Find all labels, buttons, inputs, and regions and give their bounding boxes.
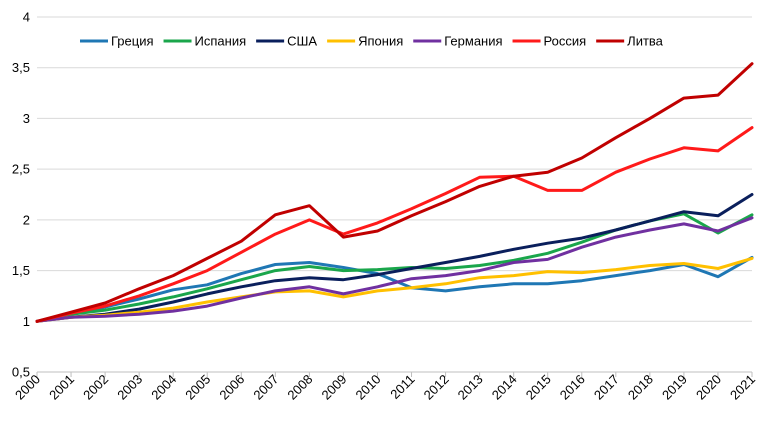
legend-label: Литва	[627, 34, 664, 49]
legend-item: Испания	[163, 34, 247, 49]
y-tick-label: 1	[23, 314, 30, 329]
x-tick-label: 2019	[659, 372, 690, 403]
x-tick-label: 2004	[148, 372, 179, 403]
series-line	[35, 256, 754, 323]
series-line	[35, 126, 754, 323]
x-tick-label: 2001	[46, 372, 77, 403]
series-lines	[35, 62, 754, 323]
y-tick-label: 4	[23, 10, 30, 25]
y-tick-label: 2	[23, 212, 30, 227]
x-tick-label: 2005	[182, 372, 213, 403]
legend-label: Греция	[111, 34, 154, 49]
x-tick-label: 2015	[523, 372, 554, 403]
legend: Греция Испания США Япония Германия Россия Литв…	[80, 34, 664, 49]
legend-item: Германия	[413, 34, 503, 49]
legend-item: Литва	[596, 34, 664, 49]
x-tick-label: 2007	[250, 372, 281, 403]
x-tick-label: 2011	[387, 372, 417, 402]
x-tick-label: 2016	[557, 372, 588, 403]
series-line	[35, 216, 754, 323]
legend-label: Испания	[195, 34, 247, 49]
legend-label: Россия	[544, 34, 587, 49]
x-tick-label: 2010	[353, 372, 384, 403]
legend-item: США	[256, 34, 317, 49]
y-tick-label: 3,5	[12, 60, 30, 75]
x-tick-label: 2014	[489, 372, 520, 403]
x-tick-label: 2003	[114, 372, 145, 403]
x-tick-label: 2020	[693, 372, 724, 403]
x-tick-label: 2017	[591, 372, 622, 403]
legend-label: Германия	[444, 34, 502, 49]
legend-item: Япония	[327, 34, 403, 49]
x-tick-label: 2006	[216, 372, 247, 403]
series-line	[35, 193, 754, 323]
x-tick-label: 2008	[284, 372, 315, 403]
x-axis: 2000 2001 2002 2003 2004 2005 2006 2007 2008 2009…	[12, 371, 758, 403]
x-tick-label: 2018	[625, 372, 656, 403]
x-tick-label: 2009	[318, 372, 349, 403]
y-tick-label: 1,5	[12, 263, 30, 278]
y-tick-label: 2,5	[12, 162, 30, 177]
series-line	[35, 62, 754, 323]
legend-item: Россия	[512, 34, 587, 49]
x-tick-label: 2013	[455, 372, 486, 403]
y-axis: 0,5 1 1,5 2 2,5 3 3,5 4	[12, 10, 30, 380]
x-tick-label: 2002	[80, 372, 111, 403]
legend-label: США	[287, 34, 317, 49]
y-tick-label: 3	[23, 111, 30, 126]
legend-label: Япония	[358, 34, 403, 49]
legend-item: Греция	[80, 34, 154, 49]
x-tick-label: 2021	[727, 372, 758, 403]
series-line	[35, 255, 754, 323]
x-tick-label: 2012	[421, 372, 452, 403]
y-tick-label: 0,5	[12, 365, 30, 380]
gridlines	[37, 16, 752, 373]
